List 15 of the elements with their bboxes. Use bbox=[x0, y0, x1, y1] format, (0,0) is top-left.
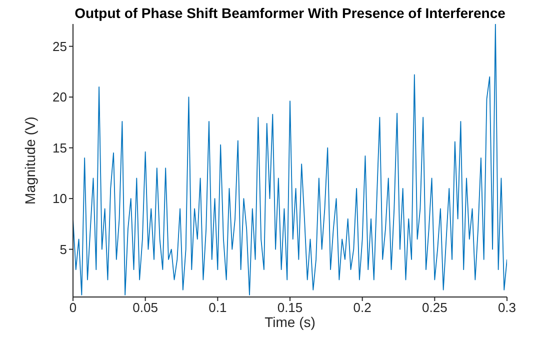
x-tick-label: 0 bbox=[69, 300, 77, 316]
x-axis-title: Time (s) bbox=[264, 314, 316, 330]
y-axis-title: Magnitude (V) bbox=[22, 116, 38, 204]
x-tick-label: 0.05 bbox=[132, 300, 158, 316]
x-tick-label: 0.3 bbox=[498, 300, 516, 316]
x-tick-label: 0.2 bbox=[353, 300, 372, 316]
y-tick-label: 10 bbox=[52, 191, 67, 206]
x-tick-label: 0.25 bbox=[422, 300, 448, 316]
y-tick-label: 5 bbox=[60, 242, 67, 257]
y-tick-label: 15 bbox=[52, 140, 67, 156]
x-tick-label: 0.1 bbox=[208, 300, 227, 316]
x-tick-label: 0.15 bbox=[277, 300, 303, 316]
y-tick-label: 25 bbox=[52, 38, 67, 54]
y-tick-label: 20 bbox=[52, 90, 67, 105]
chart-title: Output of Phase Shift Beamformer With Presence of Interference bbox=[74, 5, 506, 21]
